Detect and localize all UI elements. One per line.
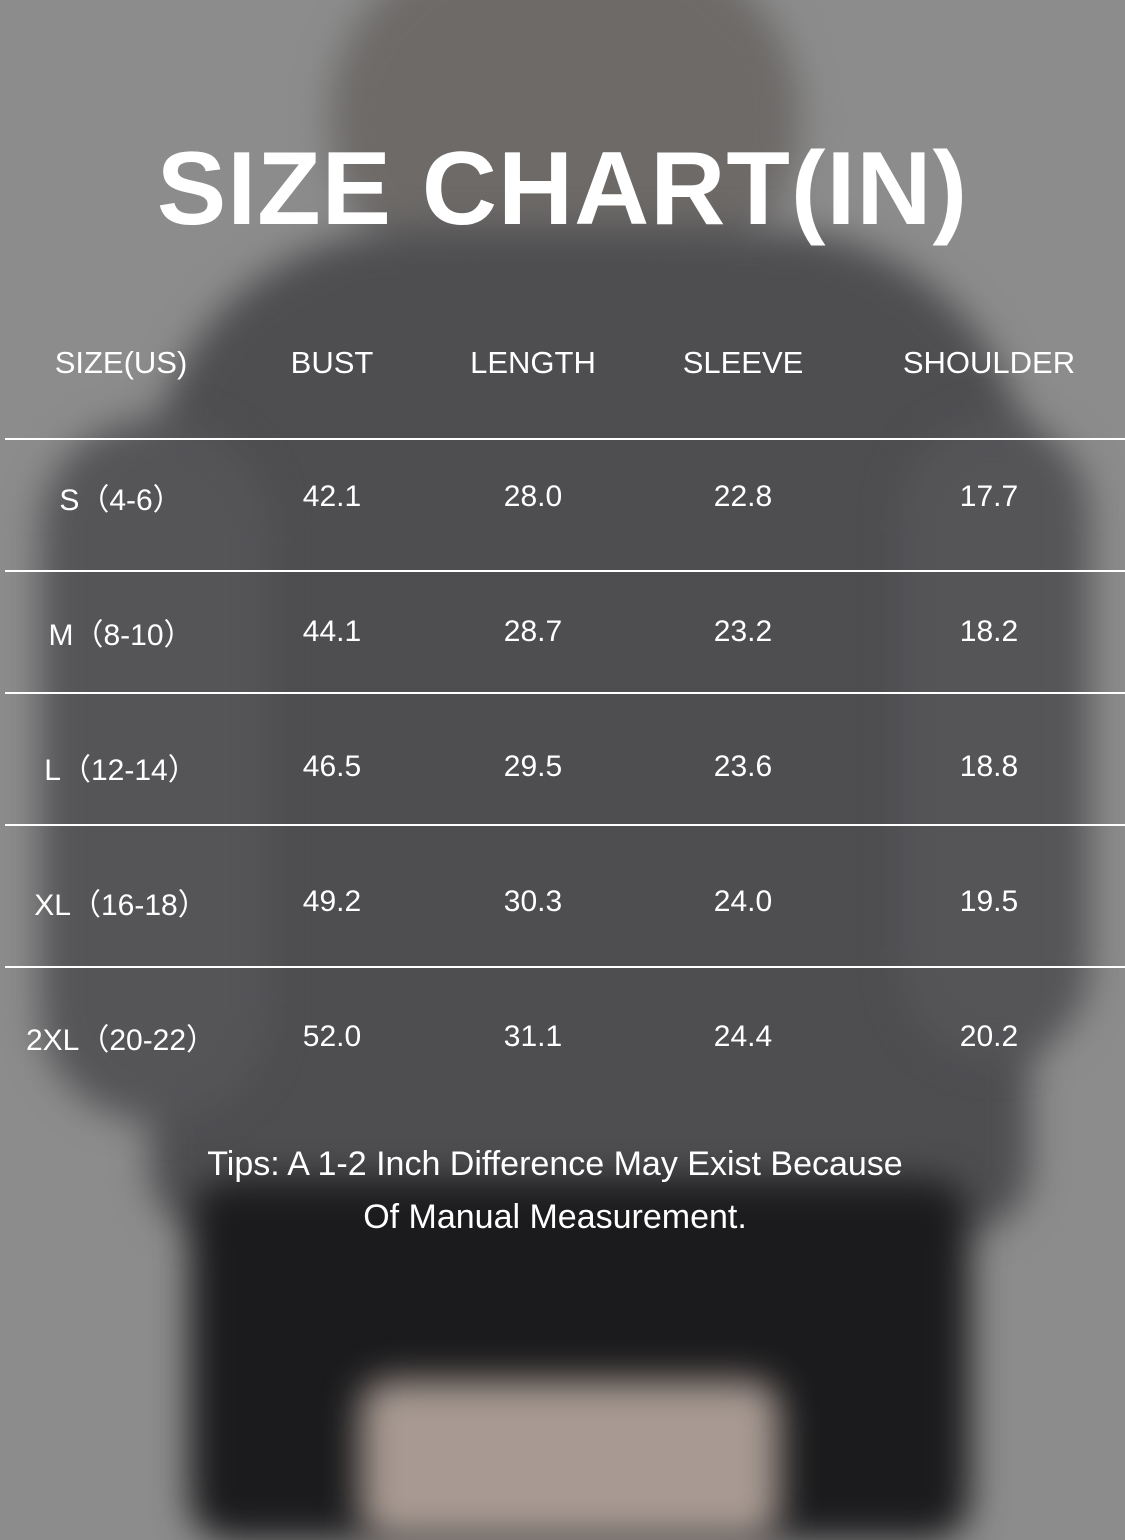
column-header: SIZE(US): [54, 345, 188, 380]
measurement-cell: 24.0: [713, 885, 773, 918]
row-divider: [5, 966, 1125, 968]
tips-line-2: Of Manual Measurement.: [363, 1198, 747, 1236]
size-label-cell: M（8-10）: [48, 619, 194, 652]
column-header: SHOULDER: [902, 345, 1076, 380]
row-divider: [5, 438, 1125, 440]
background-photo-legs: [360, 1380, 780, 1540]
column-header: BUST: [290, 345, 374, 380]
measurement-cell: 22.8: [713, 480, 773, 513]
size-label-cell: XL（16-18）: [34, 889, 208, 922]
size-label-cell: S（4-6）: [59, 484, 183, 517]
measurement-cell: 30.3: [503, 885, 563, 918]
row-divider: [5, 692, 1125, 694]
column-header: SLEEVE: [682, 345, 804, 380]
measurement-cell: 46.5: [302, 750, 362, 783]
column-header: LENGTH: [470, 345, 596, 380]
row-divider: [5, 824, 1125, 826]
measurement-cell: 20.2: [959, 1020, 1019, 1053]
measurement-cell: 24.4: [713, 1020, 773, 1053]
measurement-cell: 42.1: [302, 480, 362, 513]
tips-line-1: Tips: A 1-2 Inch Difference May Exist Be…: [207, 1145, 903, 1183]
measurement-cell: 17.7: [959, 480, 1019, 513]
measurement-cell: 19.5: [959, 885, 1019, 918]
measurement-cell: 49.2: [302, 885, 362, 918]
size-label-cell: 2XL（20-22）: [25, 1024, 217, 1057]
measurement-cell: 29.5: [503, 750, 563, 783]
measurement-cell: 52.0: [302, 1020, 362, 1053]
background-photo-left-arm: [40, 420, 270, 1120]
page-title: SIZE CHART(IN): [156, 131, 969, 247]
size-label-cell: L（12-14）: [44, 754, 198, 787]
measurement-cell: 23.2: [713, 615, 773, 648]
measurement-cell: 31.1: [503, 1020, 563, 1053]
background-photo-right-arm: [900, 420, 1090, 1060]
measurement-cell: 23.6: [713, 750, 773, 783]
row-divider: [5, 570, 1125, 572]
measurement-cell: 44.1: [302, 615, 362, 648]
background-photo-sweater: [150, 230, 1030, 1230]
measurement-cell: 18.8: [959, 750, 1019, 783]
measurement-cell: 18.2: [959, 615, 1019, 648]
measurement-cell: 28.0: [503, 480, 563, 513]
measurement-cell: 28.7: [503, 615, 563, 648]
